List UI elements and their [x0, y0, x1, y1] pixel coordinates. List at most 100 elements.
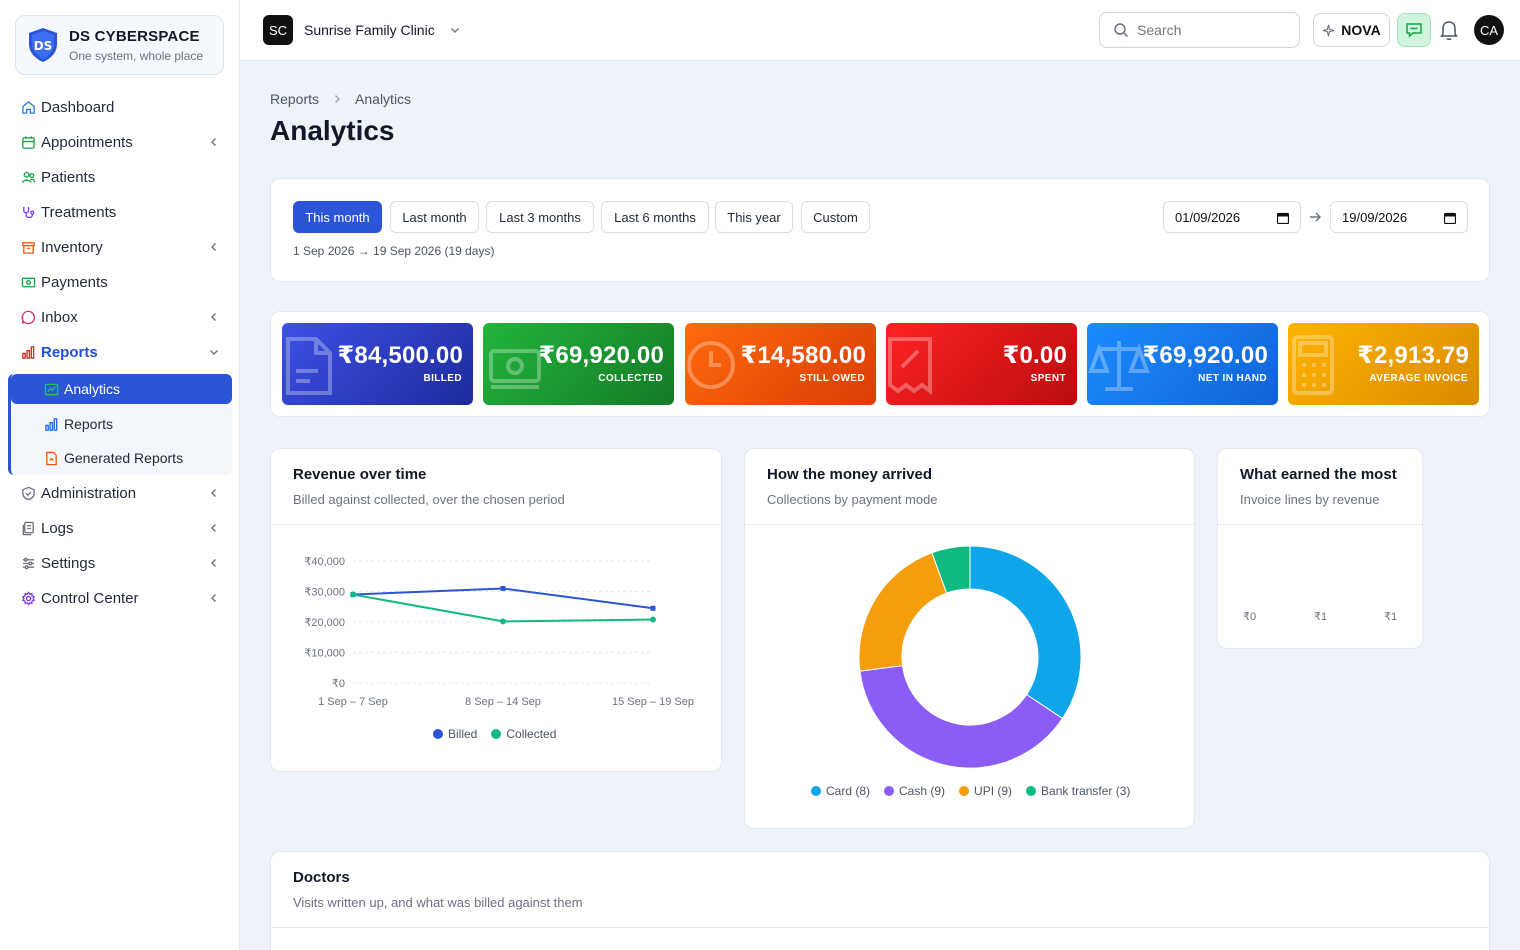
sidebar-item-administration[interactable]: Administration: [0, 476, 240, 511]
card-title: Revenue over time: [293, 466, 427, 483]
sidebar-item-label: Reports: [41, 344, 98, 361]
card-title: Doctors: [293, 869, 350, 886]
legend-label: Collected: [506, 727, 557, 741]
sidebar-item-reports[interactable]: Reports: [0, 335, 240, 370]
sidebar-item-inventory[interactable]: Inventory: [0, 230, 240, 265]
revenue-line-chart: ₹40,000 ₹30,000 ₹20,000 ₹10,000 ₹0 1 Sep – 7 …: [304, 556, 694, 708]
legend-swatch: [491, 729, 502, 739]
range-pill-this-month[interactable]: This month: [293, 201, 382, 233]
page-title: Analytics: [270, 115, 395, 146]
range-summary: 1 Sep 2026 → 19 Sep 2026 (19 days): [293, 244, 495, 258]
sidebar-item-patients[interactable]: Patients: [0, 160, 240, 195]
breadcrumb: Reports Analytics: [270, 91, 411, 107]
kpi-net-in-hand: ₹69,920.00 NET IN HAND: [1087, 323, 1278, 405]
payment-mode-card: How the money arrived Collections by pay…: [744, 448, 1195, 829]
chevron-down-icon[interactable]: [208, 346, 220, 358]
search-input[interactable]: [1137, 22, 1277, 38]
kpi-label: NET IN HAND: [1198, 373, 1267, 384]
box-icon: [20, 240, 36, 256]
breadcrumb-parent[interactable]: Reports: [270, 91, 320, 107]
range-pill-this-year[interactable]: This year: [715, 201, 793, 233]
clinic-avatar: SC: [263, 15, 293, 45]
legend-label: Card (8): [826, 784, 871, 798]
kpi-value: ₹0.00: [1002, 342, 1067, 369]
subnav-item-analytics[interactable]: Analytics: [11, 374, 232, 404]
chevron-left-icon[interactable]: [208, 136, 220, 148]
range-pill-last-3-months[interactable]: Last 3 months: [486, 201, 594, 233]
range-pill-custom[interactable]: Custom: [801, 201, 870, 233]
chevron-left-icon[interactable]: [208, 241, 220, 253]
kpi-collected: ₹69,920.00 COLLECTED: [483, 323, 674, 405]
legend-swatch: [1026, 786, 1037, 796]
card-subtitle: Billed against collected, over the chose…: [293, 492, 565, 507]
chevron-left-icon[interactable]: [208, 487, 220, 499]
calendar-icon: [20, 135, 36, 151]
sidebar-item-dashboard[interactable]: Dashboard: [0, 90, 240, 125]
sidebar-item-control-center[interactable]: Control Center: [0, 581, 240, 616]
breadcrumb-current: Analytics: [355, 91, 412, 107]
shield-icon: [20, 486, 36, 502]
kpi-average-invoice: ₹2,913.79 AVERAGE INVOICE: [1288, 323, 1479, 405]
donut-slice: [858, 552, 948, 672]
sidebar-item-appointments[interactable]: Appointments: [0, 125, 240, 160]
sidebar-item-payments[interactable]: Payments: [0, 265, 240, 300]
chevron-left-icon[interactable]: [208, 592, 220, 604]
nova-button[interactable]: NOVA: [1313, 13, 1390, 47]
calendar-icon[interactable]: [1277, 212, 1289, 224]
chevron-left-icon[interactable]: [208, 557, 220, 569]
sidebar-item-treatments[interactable]: Treatments: [0, 195, 240, 230]
document-stack-icon: [20, 521, 36, 537]
sidebar-item-logs[interactable]: Logs: [0, 511, 240, 546]
receipt-icon: [888, 337, 932, 395]
subnav-item-reports[interactable]: Reports: [11, 407, 232, 441]
revenue-legend: Billed Collected: [433, 727, 570, 741]
x-tick-label: ₹1: [1314, 611, 1328, 623]
data-point: [350, 591, 356, 598]
range-pill-last-month[interactable]: Last month: [390, 201, 479, 233]
money-icon: [20, 275, 36, 291]
sidebar-item-settings[interactable]: Settings: [0, 546, 240, 581]
user-avatar[interactable]: CA: [1474, 15, 1504, 45]
kpi-value: ₹14,580.00: [740, 342, 866, 369]
subnav-item-label: Reports: [64, 416, 114, 432]
legend-item-cash[interactable]: Cash (9): [884, 784, 945, 798]
range-pill-last-6-months[interactable]: Last 6 months: [601, 201, 709, 233]
subnav-item-generated-reports[interactable]: Generated Reports: [11, 441, 232, 475]
legend-item-upi[interactable]: UPI (9): [959, 784, 1012, 798]
svg-text:DS: DS: [34, 39, 53, 53]
users-icon: [20, 170, 36, 186]
topbar: SC Sunrise Family Clinic NOVA CA: [240, 0, 1520, 61]
donut-slice: [859, 665, 1064, 769]
to-date-input[interactable]: 19/09/2026: [1330, 201, 1468, 233]
chat-button[interactable]: [1397, 13, 1431, 47]
from-date-input[interactable]: 01/09/2026: [1163, 201, 1301, 233]
kpi-label: AVERAGE INVOICE: [1369, 373, 1468, 384]
data-point: [650, 616, 656, 623]
legend-item-card[interactable]: Card (8): [811, 784, 870, 798]
sidebar-item-label: Logs: [41, 520, 74, 537]
calendar-icon[interactable]: [1444, 212, 1456, 224]
analytics-icon: [44, 382, 59, 397]
chevron-right-icon: [335, 95, 341, 103]
legend-item-bank-transfer[interactable]: Bank transfer (3): [1026, 784, 1130, 798]
legend-item-billed[interactable]: Billed: [433, 727, 477, 741]
brand-block[interactable]: DS DS CYBERSPACE One system, whole place: [15, 15, 224, 75]
bell-icon[interactable]: [1439, 19, 1459, 41]
kpi-billed: ₹84,500.00 BILLED: [282, 323, 473, 405]
sidebar-item-label: Treatments: [41, 204, 117, 221]
card-subtitle: Invoice lines by revenue: [1240, 492, 1380, 507]
brand-tagline: One system, whole place: [69, 48, 204, 63]
sidebar-item-inbox[interactable]: Inbox: [0, 300, 240, 335]
subnav-item-label: Generated Reports: [64, 450, 184, 466]
divider: [745, 524, 1194, 525]
search-box[interactable]: [1099, 12, 1300, 48]
sidebar-item-label: Settings: [41, 555, 96, 572]
legend-item-collected[interactable]: Collected: [491, 727, 556, 741]
kpi-spent: ₹0.00 SPENT: [886, 323, 1077, 405]
revenue-card: Revenue over time Billed against collect…: [270, 448, 722, 772]
brand-logo-icon: DS: [29, 28, 57, 62]
clinic-switcher[interactable]: SC Sunrise Family Clinic: [263, 15, 461, 45]
chevron-left-icon[interactable]: [208, 522, 220, 534]
kpi-label: COLLECTED: [598, 373, 663, 384]
chevron-left-icon[interactable]: [208, 311, 220, 323]
